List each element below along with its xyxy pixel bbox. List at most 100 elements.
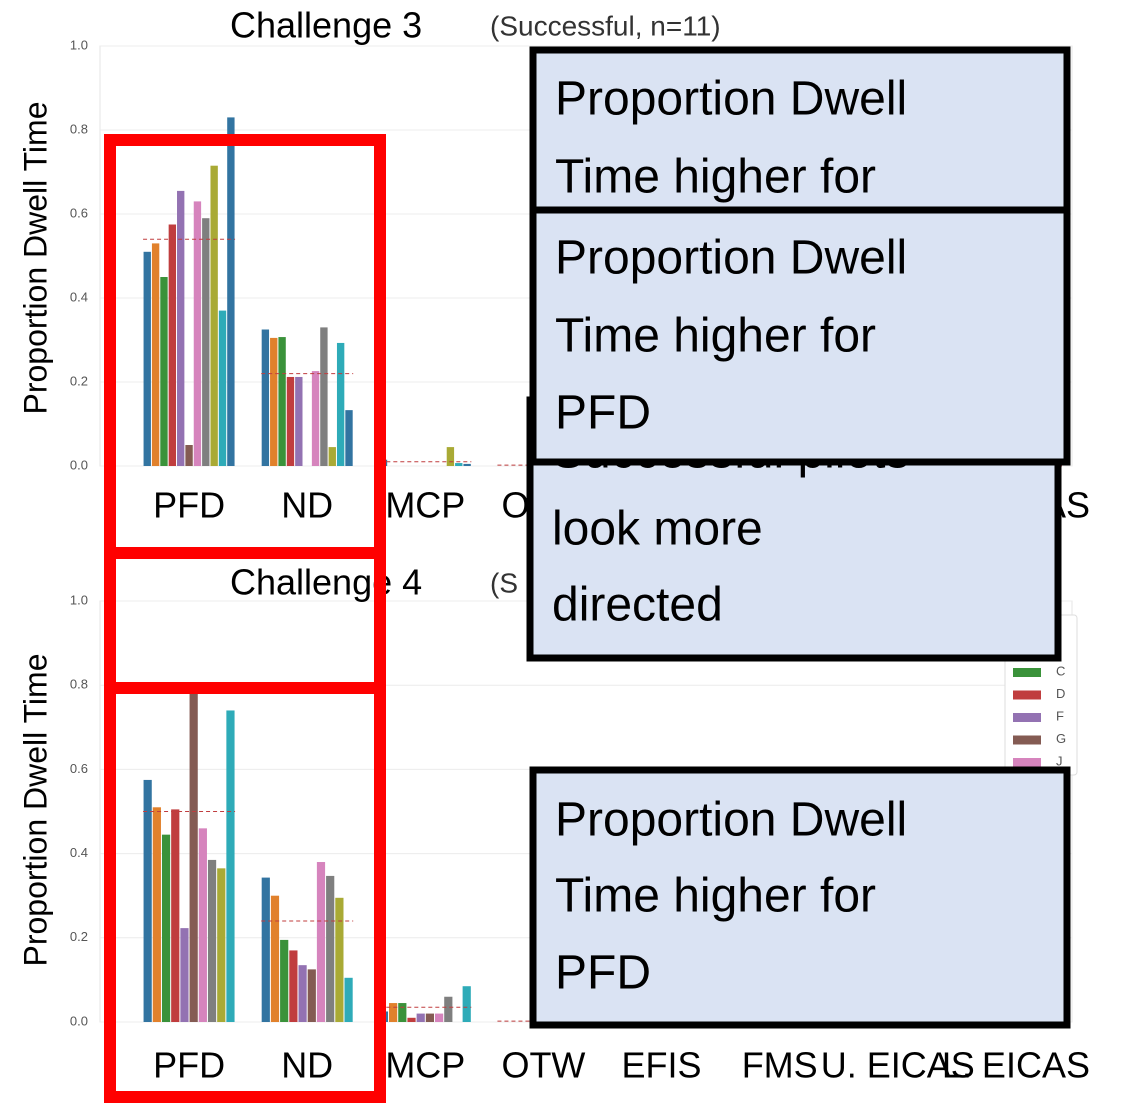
bar [198, 828, 207, 1022]
bar [462, 986, 471, 1022]
legend-label: G [1056, 731, 1066, 746]
y-tick-label: 0.6 [70, 761, 88, 776]
bar [463, 463, 471, 466]
bar [152, 807, 161, 1022]
callout: Proportion Dwell Time higher for PFD [529, 766, 1071, 1029]
legend-swatch [1013, 668, 1041, 677]
legend-swatch [1013, 690, 1041, 700]
callout-text: look more [552, 503, 763, 556]
bar [455, 463, 463, 466]
callout-text: Time higher for [555, 870, 876, 923]
callout-box [529, 46, 1071, 216]
callout-text: PFD [555, 947, 651, 1000]
bar [316, 862, 326, 1022]
callout-text: Proportion Dwell [555, 73, 907, 126]
bar [398, 1003, 407, 1022]
legend-label: F [1056, 708, 1064, 723]
x-tick-label: MCP [385, 485, 465, 526]
bar [326, 875, 335, 1022]
bar [168, 224, 177, 466]
y-tick-label: 1.0 [70, 592, 88, 607]
callout-text: PFD [555, 387, 651, 440]
bar [151, 243, 160, 466]
y-tick-label: 0.2 [70, 929, 88, 944]
legend-label: D [1056, 686, 1065, 701]
y-axis-label: Proportion Dwell Time [17, 654, 53, 967]
bar [193, 201, 202, 466]
legend-swatch [1013, 758, 1041, 767]
x-tick-label: OTW [501, 1045, 585, 1086]
highlight-box [104, 682, 386, 1103]
bar [278, 337, 286, 466]
callout: Proportion Dwell Time higher for PFD [529, 206, 1071, 466]
callout-text: Time higher for [555, 310, 876, 363]
bar [425, 1013, 435, 1022]
chart-title: Challenge 4 [230, 562, 422, 603]
bar [207, 859, 217, 1022]
y-tick-label: 0.0 [70, 1013, 88, 1028]
callout-text: directed [552, 579, 723, 632]
bar [416, 1013, 425, 1022]
bar [270, 895, 280, 1022]
x-tick-label: FMS [742, 1045, 818, 1086]
bar [345, 410, 353, 466]
bar [295, 376, 303, 466]
legend-swatch [1013, 713, 1041, 722]
legend-swatch [1013, 735, 1041, 745]
bar [161, 834, 171, 1022]
x-tick-label: EFIS [622, 1045, 702, 1086]
bar [289, 950, 298, 1022]
bar [171, 809, 180, 1022]
x-tick-label: MCP [385, 1045, 465, 1086]
bar [227, 117, 235, 467]
y-tick-label: 0.2 [70, 373, 88, 388]
callout-text: Time higher for [555, 151, 876, 204]
bar [180, 928, 189, 1022]
x-tick-label: PFD [153, 1045, 225, 1086]
bar [160, 277, 168, 466]
bar [435, 1013, 444, 1022]
y-tick-label: 0.8 [70, 121, 88, 136]
bar [270, 337, 278, 466]
y-tick-label: 0.6 [70, 205, 88, 220]
callout: Proportion Dwell Time higher for [529, 46, 1071, 216]
x-tick-label: U. EICAS [821, 1045, 975, 1086]
x-tick-label: PFD [153, 485, 225, 526]
bar [389, 1003, 398, 1022]
y-tick-label: 0.0 [70, 457, 88, 472]
x-tick-label: ND [281, 485, 333, 526]
y-tick-label: 0.4 [70, 289, 88, 304]
y-tick-label: 0.4 [70, 845, 88, 860]
bar [143, 251, 151, 466]
bar [261, 329, 270, 466]
bar [261, 877, 270, 1022]
bar [177, 190, 185, 466]
bar [202, 218, 210, 466]
y-axis-label: Proportion Dwell Time [17, 102, 53, 415]
chart-subtitle: (S [490, 567, 518, 598]
bar [311, 371, 320, 466]
bar [280, 939, 289, 1022]
y-tick-label: 0.8 [70, 677, 88, 692]
bar [286, 376, 295, 466]
bar [307, 969, 316, 1022]
bar [189, 693, 198, 1022]
y-tick-label: 1.0 [70, 37, 88, 52]
bar [407, 1017, 416, 1022]
callout-text: Proportion Dwell [555, 232, 907, 285]
bar [335, 897, 344, 1022]
bar [328, 447, 336, 466]
x-tick-label: L. EICAS [942, 1045, 1090, 1086]
bar [226, 710, 235, 1022]
x-tick-label: ND [281, 1045, 333, 1086]
legend-label: J [1056, 753, 1063, 768]
bar [217, 868, 226, 1022]
chart-title: Challenge 3 [230, 5, 422, 46]
bar [210, 165, 218, 466]
callout-box [529, 766, 1071, 1029]
callout-text: Proportion Dwell [555, 794, 907, 847]
bar [344, 977, 353, 1022]
chart-subtitle: (Successful, n=11) [490, 10, 721, 41]
bar [143, 779, 152, 1022]
